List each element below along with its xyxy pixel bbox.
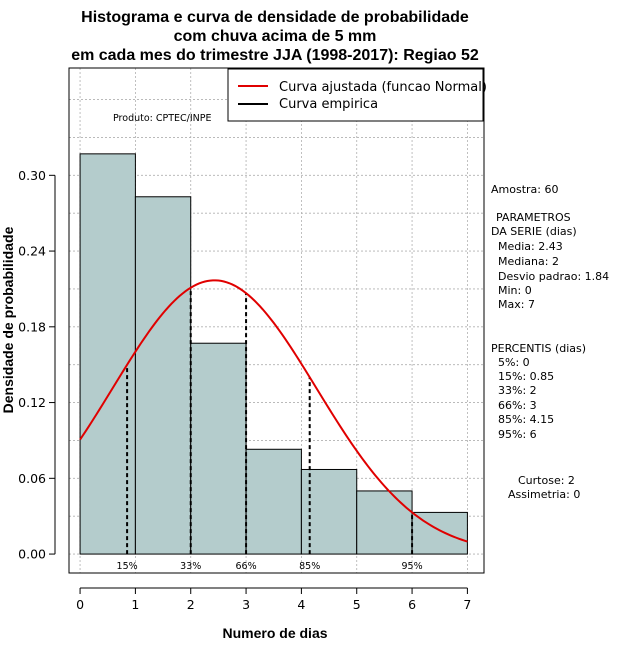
histogram-bars [79, 153, 468, 555]
plot-frame [68, 67, 485, 574]
percentil-66: 66%: 3 [498, 399, 537, 412]
percentile-label-95: 95% [402, 561, 423, 572]
percentil-95: 95%: 6 [498, 428, 537, 441]
x-tick-label-0: 0 [76, 597, 84, 612]
percentile-label-33: 33% [180, 561, 201, 572]
histogram-bar-4 [245, 448, 302, 555]
x-tick-label-1: 1 [131, 597, 139, 612]
chart-title: Histograma e curva de densidade de proba… [71, 9, 479, 64]
axes: 0 1 2 3 4 5 6 7 0.00 0.06 0.12 0.18 0.24 0.30 [18, 168, 471, 612]
param-media: Media: 2.43 [498, 240, 563, 253]
y-axis-label: Densidade de probabilidade [0, 226, 16, 413]
percentil-15: 15%: 0.85 [498, 370, 554, 383]
params-title-2: DA SERIE (dias) [491, 225, 577, 238]
param-desvio: Desvio padrao: 1.84 [498, 270, 609, 283]
normal-curve-layer [79, 279, 468, 543]
x-tick-label-7: 7 [463, 597, 471, 612]
percentile-label-66: 66% [236, 561, 257, 572]
params-title-1: PARAMETROS [496, 211, 571, 224]
x-tick-label-2: 2 [187, 597, 195, 612]
y-tick-label-0.24: 0.24 [18, 244, 46, 259]
x-tick-label-3: 3 [242, 597, 250, 612]
y-tick-label-0.00: 0.00 [18, 547, 46, 562]
skewness: Assimetria: 0 [508, 488, 580, 501]
percentis-title: PERCENTIS (dias) [491, 342, 586, 355]
histogram-bar-3 [190, 342, 247, 555]
legend-box [227, 68, 484, 122]
normal-fit-curve [79, 279, 468, 543]
y-tick-label-0.30: 0.30 [18, 168, 46, 183]
legend: Curva ajustada (funcao Normal) Curva emp… [227, 68, 487, 122]
percentil-5: 5%: 0 [498, 356, 530, 369]
percentile-label-15: 15% [117, 561, 138, 572]
stats-panel: Amostra: 60 PARAMETROS DA SERIE (dias) M… [491, 183, 609, 501]
histogram-bar-6 [356, 490, 413, 555]
sample-size: Amostra: 60 [491, 183, 558, 196]
param-max: Max: 7 [498, 298, 535, 311]
kurtosis: Curtose: 2 [518, 474, 575, 487]
legend-label-empirical: Curva empirica [279, 97, 378, 112]
percentil-85: 85%: 4.15 [498, 413, 554, 426]
percentil-33: 33%: 2 [498, 384, 537, 397]
product-label: Produto: CPTEC/INPE [113, 113, 212, 124]
param-mediana: Mediana: 2 [498, 255, 559, 268]
param-min: Min: 0 [498, 284, 532, 297]
x-tick-label-4: 4 [297, 597, 305, 612]
percentile-lines: 15% 33% 66% 85% 95% [117, 287, 423, 572]
histogram-bar-2 [134, 196, 192, 555]
title-line-1: Histograma e curva de densidade de proba… [81, 9, 469, 26]
y-tick-label-0.12: 0.12 [18, 395, 46, 410]
x-axis-label: Numero de dias [222, 625, 327, 641]
y-tick-label-0.18: 0.18 [18, 319, 46, 334]
histogram-bar-1 [79, 153, 136, 555]
legend-label-fit: Curva ajustada (funcao Normal) [279, 80, 487, 95]
y-tick-label-0.06: 0.06 [18, 471, 46, 486]
x-tick-label-6: 6 [408, 597, 416, 612]
title-line-3: em cada mes do trimestre JJA (1998-2017)… [71, 47, 479, 64]
title-line-2: com chuva acima de 5 mm [174, 28, 377, 45]
x-tick-label-5: 5 [353, 597, 361, 612]
percentile-label-85: 85% [299, 561, 320, 572]
